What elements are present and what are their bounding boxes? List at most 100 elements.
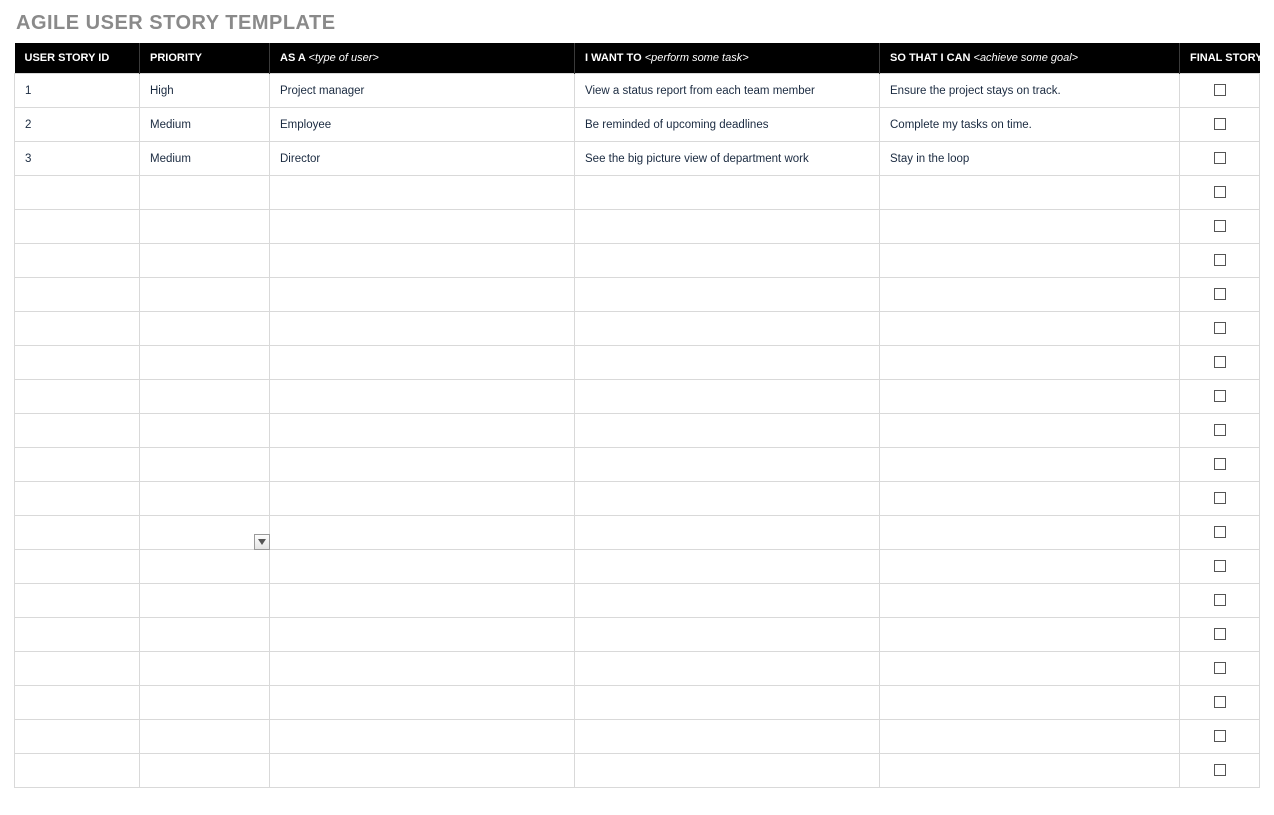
- cell-so-that-i-can[interactable]: [880, 176, 1180, 210]
- final-story-checkbox[interactable]: [1214, 356, 1226, 368]
- cell-user-story-id[interactable]: 2: [15, 108, 140, 142]
- cell-as-a[interactable]: [270, 346, 575, 380]
- cell-user-story-id[interactable]: [15, 176, 140, 210]
- cell-user-story-id[interactable]: [15, 584, 140, 618]
- final-story-checkbox[interactable]: [1214, 526, 1226, 538]
- final-story-checkbox[interactable]: [1214, 628, 1226, 640]
- cell-i-want-to[interactable]: [575, 244, 880, 278]
- cell-as-a[interactable]: Employee: [270, 108, 575, 142]
- cell-user-story-id[interactable]: [15, 720, 140, 754]
- cell-as-a[interactable]: [270, 550, 575, 584]
- cell-so-that-i-can[interactable]: [880, 482, 1180, 516]
- cell-user-story-id[interactable]: [15, 516, 140, 550]
- cell-priority[interactable]: Medium: [140, 142, 270, 176]
- cell-i-want-to[interactable]: [575, 380, 880, 414]
- cell-so-that-i-can[interactable]: [880, 244, 1180, 278]
- cell-as-a[interactable]: [270, 414, 575, 448]
- cell-as-a[interactable]: [270, 244, 575, 278]
- final-story-checkbox[interactable]: [1214, 118, 1226, 130]
- cell-user-story-id[interactable]: [15, 278, 140, 312]
- cell-as-a[interactable]: Director: [270, 142, 575, 176]
- cell-user-story-id[interactable]: [15, 618, 140, 652]
- cell-priority[interactable]: [140, 516, 270, 550]
- cell-user-story-id[interactable]: [15, 448, 140, 482]
- cell-priority[interactable]: [140, 618, 270, 652]
- final-story-checkbox[interactable]: [1214, 764, 1226, 776]
- cell-i-want-to[interactable]: [575, 584, 880, 618]
- cell-so-that-i-can[interactable]: [880, 618, 1180, 652]
- cell-so-that-i-can[interactable]: [880, 754, 1180, 788]
- dropdown-button[interactable]: [254, 534, 270, 550]
- cell-priority[interactable]: [140, 686, 270, 720]
- cell-as-a[interactable]: [270, 278, 575, 312]
- cell-so-that-i-can[interactable]: [880, 210, 1180, 244]
- cell-user-story-id[interactable]: [15, 346, 140, 380]
- cell-i-want-to[interactable]: [575, 652, 880, 686]
- final-story-checkbox[interactable]: [1214, 288, 1226, 300]
- cell-priority[interactable]: [140, 312, 270, 346]
- cell-i-want-to[interactable]: [575, 312, 880, 346]
- cell-i-want-to[interactable]: [575, 482, 880, 516]
- final-story-checkbox[interactable]: [1214, 254, 1226, 266]
- cell-as-a[interactable]: [270, 720, 575, 754]
- cell-i-want-to[interactable]: [575, 618, 880, 652]
- cell-i-want-to[interactable]: [575, 278, 880, 312]
- cell-so-that-i-can[interactable]: [880, 584, 1180, 618]
- cell-user-story-id[interactable]: 3: [15, 142, 140, 176]
- cell-i-want-to[interactable]: Be reminded of upcoming deadlines: [575, 108, 880, 142]
- cell-as-a[interactable]: [270, 176, 575, 210]
- cell-as-a[interactable]: [270, 482, 575, 516]
- cell-as-a[interactable]: [270, 754, 575, 788]
- cell-so-that-i-can[interactable]: [880, 380, 1180, 414]
- cell-priority[interactable]: [140, 448, 270, 482]
- cell-i-want-to[interactable]: [575, 210, 880, 244]
- cell-i-want-to[interactable]: [575, 550, 880, 584]
- cell-as-a[interactable]: Project manager: [270, 74, 575, 108]
- cell-as-a[interactable]: [270, 380, 575, 414]
- final-story-checkbox[interactable]: [1214, 220, 1226, 232]
- cell-so-that-i-can[interactable]: [880, 278, 1180, 312]
- cell-i-want-to[interactable]: See the big picture view of department w…: [575, 142, 880, 176]
- cell-so-that-i-can[interactable]: [880, 414, 1180, 448]
- cell-so-that-i-can[interactable]: [880, 346, 1180, 380]
- cell-priority[interactable]: [140, 720, 270, 754]
- cell-so-that-i-can[interactable]: [880, 550, 1180, 584]
- cell-user-story-id[interactable]: [15, 686, 140, 720]
- cell-so-that-i-can[interactable]: [880, 516, 1180, 550]
- cell-so-that-i-can[interactable]: [880, 312, 1180, 346]
- cell-user-story-id[interactable]: [15, 482, 140, 516]
- final-story-checkbox[interactable]: [1214, 152, 1226, 164]
- cell-priority[interactable]: [140, 176, 270, 210]
- cell-so-that-i-can[interactable]: Complete my tasks on time.: [880, 108, 1180, 142]
- cell-as-a[interactable]: [270, 652, 575, 686]
- cell-i-want-to[interactable]: [575, 720, 880, 754]
- cell-as-a[interactable]: [270, 312, 575, 346]
- cell-priority[interactable]: [140, 482, 270, 516]
- cell-user-story-id[interactable]: [15, 210, 140, 244]
- cell-so-that-i-can[interactable]: Ensure the project stays on track.: [880, 74, 1180, 108]
- cell-user-story-id[interactable]: [15, 414, 140, 448]
- cell-user-story-id[interactable]: [15, 754, 140, 788]
- final-story-checkbox[interactable]: [1214, 492, 1226, 504]
- cell-as-a[interactable]: [270, 448, 575, 482]
- cell-priority[interactable]: Medium: [140, 108, 270, 142]
- cell-i-want-to[interactable]: [575, 346, 880, 380]
- final-story-checkbox[interactable]: [1214, 560, 1226, 572]
- cell-i-want-to[interactable]: [575, 448, 880, 482]
- cell-as-a[interactable]: [270, 516, 575, 550]
- cell-priority[interactable]: High: [140, 74, 270, 108]
- cell-priority[interactable]: [140, 380, 270, 414]
- cell-so-that-i-can[interactable]: [880, 686, 1180, 720]
- cell-i-want-to[interactable]: [575, 686, 880, 720]
- cell-priority[interactable]: [140, 210, 270, 244]
- cell-i-want-to[interactable]: [575, 414, 880, 448]
- cell-i-want-to[interactable]: [575, 516, 880, 550]
- cell-priority[interactable]: [140, 754, 270, 788]
- cell-as-a[interactable]: [270, 618, 575, 652]
- cell-priority[interactable]: [140, 414, 270, 448]
- cell-user-story-id[interactable]: 1: [15, 74, 140, 108]
- cell-priority[interactable]: [140, 278, 270, 312]
- cell-user-story-id[interactable]: [15, 550, 140, 584]
- cell-priority[interactable]: [140, 346, 270, 380]
- cell-priority[interactable]: [140, 550, 270, 584]
